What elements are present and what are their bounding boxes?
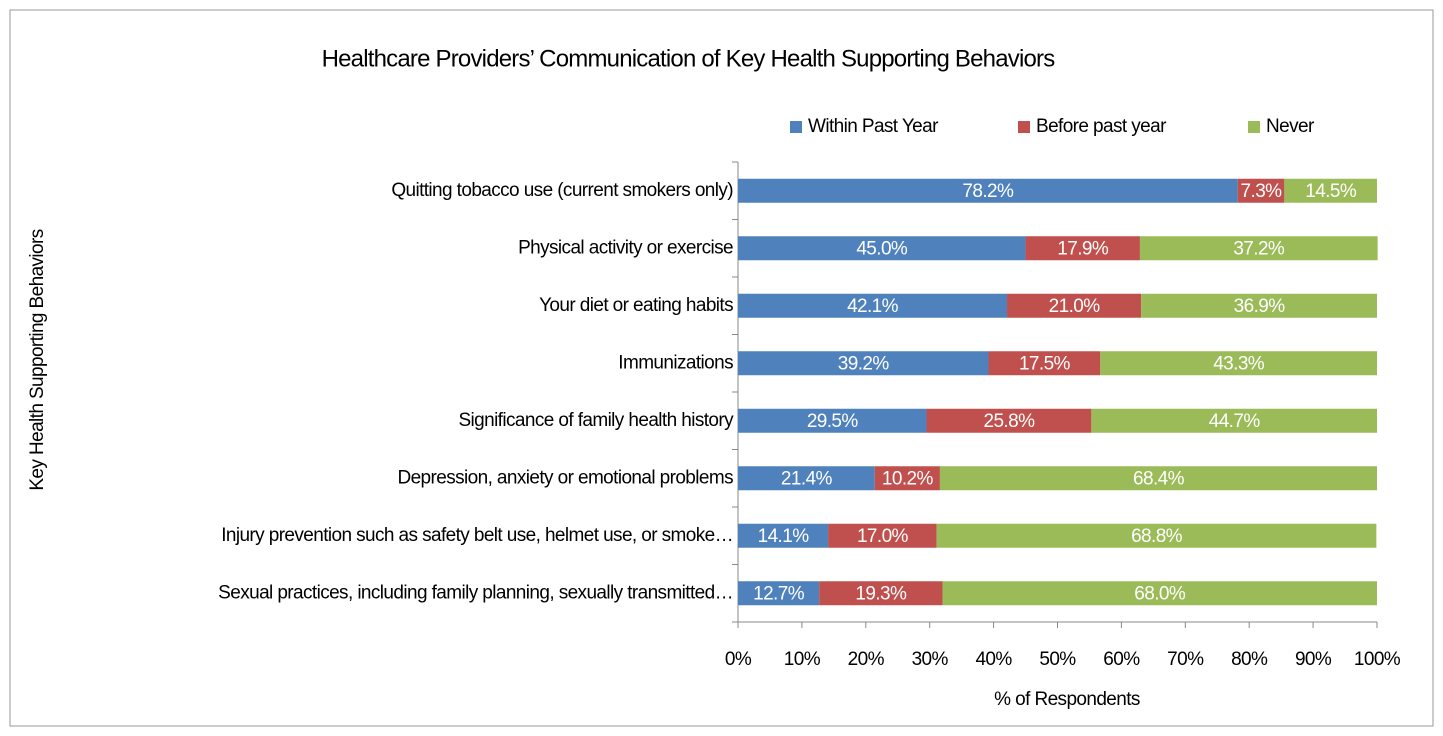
bar-segment xyxy=(1284,178,1377,203)
x-tick-label: 90% xyxy=(1295,649,1332,670)
data-label: 43.3% xyxy=(1213,353,1265,374)
legend-swatch xyxy=(1248,121,1260,133)
bar-segment xyxy=(738,293,1008,318)
data-label: 21.4% xyxy=(781,468,833,489)
data-label: 17.9% xyxy=(1057,238,1109,259)
y-tick-label: Immunizations xyxy=(618,352,733,373)
y-tick-label: Sexual practices, including family plann… xyxy=(218,582,733,603)
chart-title: Healthcare Providers’ Communication of K… xyxy=(322,45,1056,72)
x-axis-label: % of Respondents xyxy=(994,689,1140,710)
bar-segment xyxy=(738,408,927,433)
data-label: 36.9% xyxy=(1234,296,1286,317)
data-label: 14.1% xyxy=(758,526,810,547)
data-label: 68.4% xyxy=(1133,468,1185,489)
data-label: 7.3% xyxy=(1241,181,1283,202)
bar-segment xyxy=(1139,236,1378,261)
data-label: 39.2% xyxy=(838,353,890,374)
data-label: 17.0% xyxy=(857,526,909,547)
legend-label: Within Past Year xyxy=(808,116,939,137)
data-label: 42.1% xyxy=(847,296,899,317)
x-tick-label: 10% xyxy=(784,649,821,670)
bar-segment xyxy=(738,581,820,606)
data-label: 21.0% xyxy=(1049,296,1101,317)
bar-segment xyxy=(1100,351,1377,376)
data-label: 29.5% xyxy=(807,411,859,432)
data-label: 68.8% xyxy=(1131,526,1183,547)
data-label: 14.5% xyxy=(1305,181,1357,202)
bar-segment xyxy=(828,523,937,548)
y-axis-label: Key Health Supporting Behaviors xyxy=(27,229,48,490)
legend-swatch xyxy=(1018,121,1030,133)
legend-label: Never xyxy=(1266,116,1315,137)
y-tick-label: Quitting tobacco use (current smokers on… xyxy=(391,180,733,201)
data-label: 25.8% xyxy=(983,411,1035,432)
bar-segment xyxy=(738,523,829,548)
bar-segment xyxy=(874,466,940,491)
bar-segment xyxy=(738,351,989,376)
data-label: 78.2% xyxy=(962,181,1014,202)
data-label: 19.3% xyxy=(855,583,907,604)
x-tick-label: 30% xyxy=(912,649,949,670)
bar-segment xyxy=(738,466,875,491)
bar-segment xyxy=(939,466,1377,491)
data-label: 44.7% xyxy=(1209,411,1261,432)
bar-segment xyxy=(926,408,1092,433)
bar-segment xyxy=(738,178,1238,203)
y-tick-label: Injury prevention such as safety belt us… xyxy=(221,525,733,546)
x-tick-label: 20% xyxy=(848,649,885,670)
bar-segment xyxy=(819,581,943,606)
x-tick-label: 80% xyxy=(1231,649,1268,670)
x-tick-label: 100% xyxy=(1354,649,1401,670)
y-tick-label: Depression, anxiety or emotional problem… xyxy=(397,467,733,488)
data-label: 12.7% xyxy=(753,583,805,604)
data-label: 17.5% xyxy=(1019,353,1071,374)
bar-segment xyxy=(1007,293,1142,318)
bar-segment xyxy=(738,236,1026,261)
legend-swatch xyxy=(790,121,802,133)
data-label: 10.2% xyxy=(882,468,934,489)
bar-segment xyxy=(1141,293,1377,318)
x-tick-label: 0% xyxy=(725,649,752,670)
y-tick-label: Your diet or eating habits xyxy=(539,295,733,316)
bar-segment xyxy=(942,581,1377,606)
data-label: 45.0% xyxy=(856,238,908,259)
bar-segment xyxy=(1091,408,1377,433)
data-label: 37.2% xyxy=(1233,238,1285,259)
x-tick-label: 50% xyxy=(1039,649,1076,670)
y-tick-label: Physical activity or exercise xyxy=(518,237,733,258)
data-label: 68.0% xyxy=(1134,583,1186,604)
bar-segment xyxy=(1237,178,1285,203)
y-tick-label: Significance of family health history xyxy=(458,410,734,431)
x-tick-label: 40% xyxy=(975,649,1012,670)
bar-segment xyxy=(936,523,1377,548)
x-tick-label: 70% xyxy=(1167,649,1204,670)
legend-label: Before past year xyxy=(1036,116,1167,137)
bar-segment xyxy=(988,351,1101,376)
bar-segment xyxy=(1025,236,1140,261)
x-tick-label: 60% xyxy=(1103,649,1140,670)
